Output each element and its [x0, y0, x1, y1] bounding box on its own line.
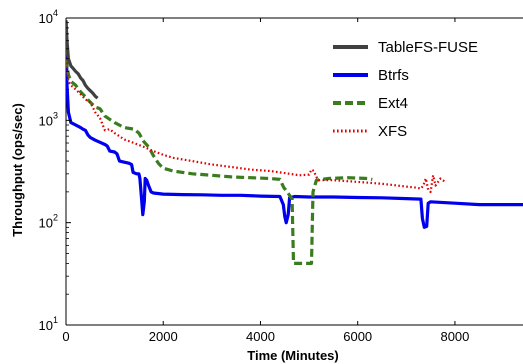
y-tick-label: 102 — [39, 213, 58, 231]
series-line-ext4 — [66, 22, 373, 265]
x-tick-label: 8000 — [440, 329, 469, 344]
x-tick-label: 0 — [62, 329, 69, 344]
x-axis-title: Time (Minutes) — [247, 348, 339, 363]
series-line-btrfs — [66, 22, 523, 229]
legend-label: XFS — [378, 123, 407, 140]
series-line-tablefs-fuse — [66, 20, 99, 100]
ticks-layer: 0 2000 4000 6000 8000 101 102 103 104 — [39, 8, 470, 344]
y-tick-label: 103 — [39, 110, 58, 128]
y-tick-label: 104 — [39, 8, 58, 26]
series-line-xfs — [66, 22, 446, 193]
x-tick-label: 2000 — [149, 329, 178, 344]
y-axis-title: Throughput (ops/sec) — [10, 103, 25, 237]
legend-label: Btrfs — [378, 67, 409, 84]
x-tick-label: 4000 — [246, 329, 275, 344]
series-layer — [66, 20, 523, 265]
legend: TableFS-FUSE Btrfs Ext4 XFS — [333, 39, 478, 140]
y-tick-label: 101 — [39, 315, 58, 333]
legend-label: Ext4 — [378, 95, 408, 112]
x-tick-label: 6000 — [343, 329, 372, 344]
legend-label: TableFS-FUSE — [378, 39, 478, 56]
